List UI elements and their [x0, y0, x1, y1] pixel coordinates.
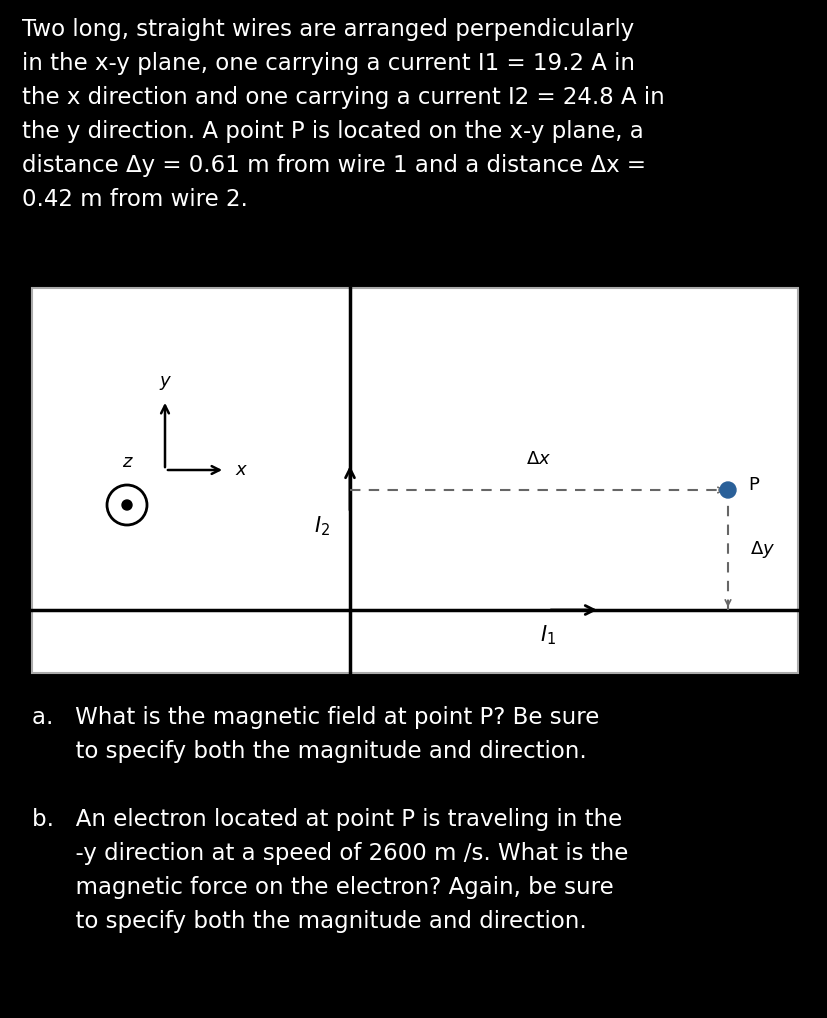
Text: P: P [747, 476, 758, 494]
Text: in the x-y plane, one carrying a current I1 = 19.2 A in: in the x-y plane, one carrying a current… [22, 52, 634, 75]
Text: the y direction. A point P is located on the x-y plane, a: the y direction. A point P is located on… [22, 120, 643, 143]
Text: to specify both the magnitude and direction.: to specify both the magnitude and direct… [32, 740, 586, 764]
Text: $\Delta y$: $\Delta y$ [749, 540, 774, 561]
Text: distance Δy = 0.61 m from wire 1 and a distance Δx =: distance Δy = 0.61 m from wire 1 and a d… [22, 154, 645, 177]
Text: 0.42 m from wire 2.: 0.42 m from wire 2. [22, 188, 247, 211]
Text: to specify both the magnitude and direction.: to specify both the magnitude and direct… [32, 910, 586, 934]
Text: magnetic force on the electron? Again, be sure: magnetic force on the electron? Again, b… [32, 876, 613, 899]
Bar [32, 288, 797, 673]
Text: a.   What is the magnetic field at point P? Be sure: a. What is the magnetic field at point P… [32, 706, 599, 729]
Text: $\Delta x$: $\Delta x$ [526, 450, 551, 468]
Text: the x direction and one carrying a current I2 = 24.8 A in: the x direction and one carrying a curre… [22, 86, 664, 109]
Text: $I_1$: $I_1$ [539, 623, 556, 646]
Text: z: z [122, 453, 131, 471]
Text: x: x [235, 461, 246, 479]
Text: -y direction at a speed of 2600 m /s. What is the: -y direction at a speed of 2600 m /s. Wh… [32, 842, 628, 865]
Circle shape [719, 482, 735, 498]
Text: b.   An electron located at point P is traveling in the: b. An electron located at point P is tra… [32, 808, 622, 831]
Text: Two long, straight wires are arranged perpendicularly: Two long, straight wires are arranged pe… [22, 18, 633, 41]
Circle shape [122, 500, 131, 510]
Text: $I_2$: $I_2$ [313, 514, 330, 538]
Text: y: y [160, 372, 170, 390]
